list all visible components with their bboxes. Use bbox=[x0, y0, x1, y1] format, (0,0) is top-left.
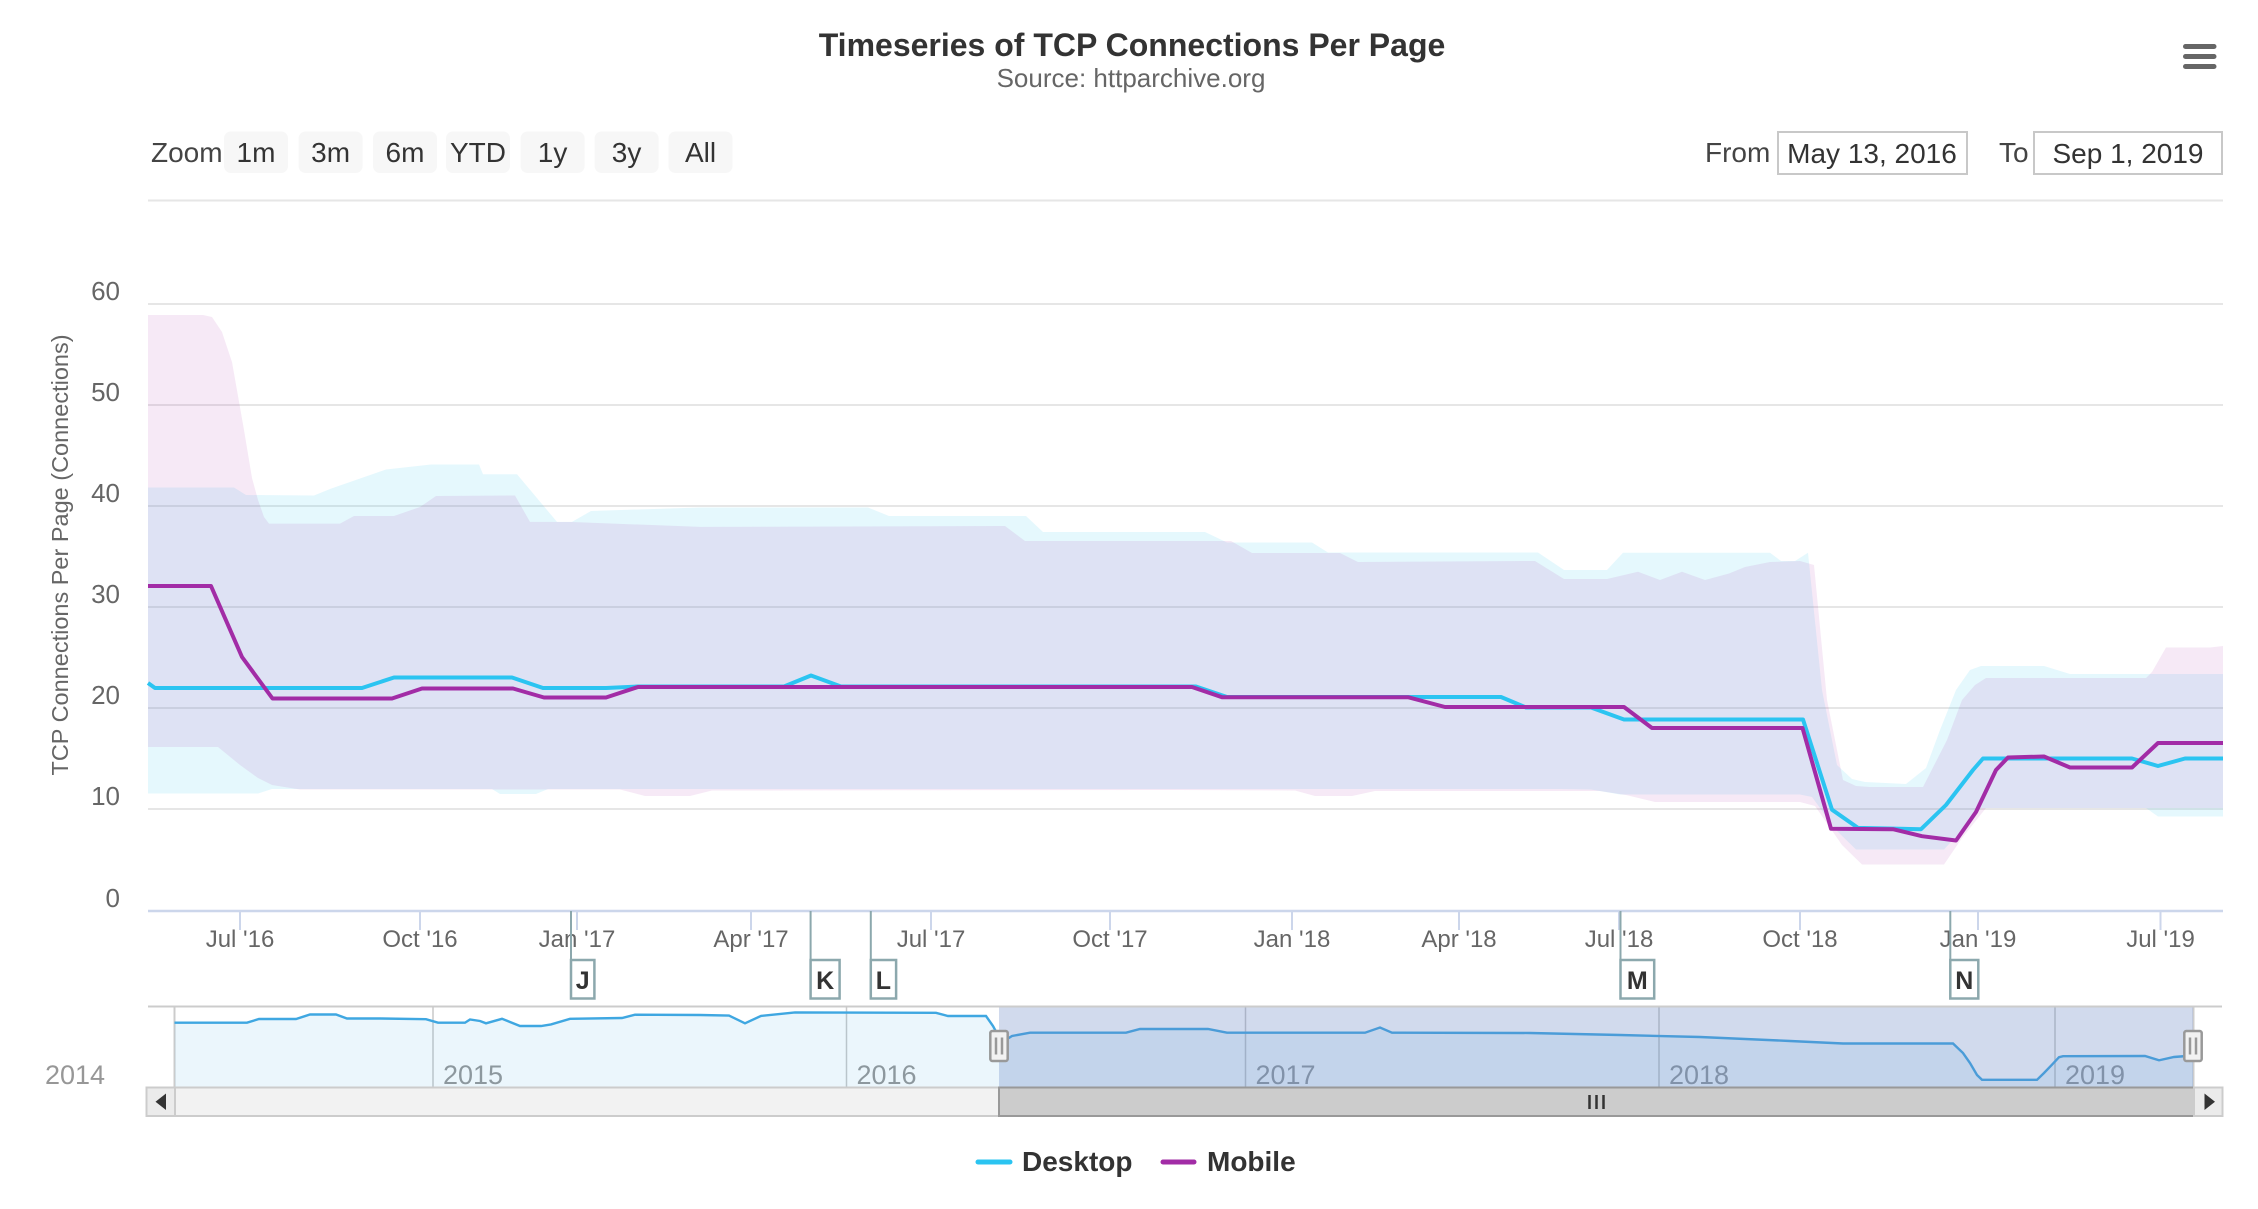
svg-text:2017: 2017 bbox=[1256, 1060, 1316, 1090]
svg-text:2015: 2015 bbox=[443, 1060, 503, 1090]
svg-text:L: L bbox=[876, 967, 891, 995]
svg-text:Jul '19: Jul '19 bbox=[2126, 926, 2195, 953]
svg-text:From: From bbox=[1705, 137, 1770, 168]
svg-text:2019: 2019 bbox=[2065, 1060, 2125, 1090]
svg-text:Apr '18: Apr '18 bbox=[1421, 926, 1496, 953]
svg-text:Zoom: Zoom bbox=[151, 137, 223, 168]
svg-text:60: 60 bbox=[91, 276, 120, 306]
svg-text:Jan '18: Jan '18 bbox=[1254, 926, 1331, 953]
svg-text:50: 50 bbox=[91, 377, 120, 407]
svg-text:Jul '17: Jul '17 bbox=[897, 926, 966, 953]
svg-text:N: N bbox=[1955, 967, 1973, 995]
svg-text:20: 20 bbox=[91, 680, 120, 710]
svg-text:2014: 2014 bbox=[45, 1060, 105, 1090]
svg-text:Jul '18: Jul '18 bbox=[1585, 926, 1654, 953]
svg-text:May 13, 2016: May 13, 2016 bbox=[1787, 138, 1957, 169]
svg-text:Apr '17: Apr '17 bbox=[713, 926, 788, 953]
svg-text:30: 30 bbox=[91, 579, 120, 609]
svg-text:J: J bbox=[576, 967, 590, 995]
svg-text:Mobile: Mobile bbox=[1207, 1146, 1296, 1177]
svg-text:TCP Connections Per Page (Conn: TCP Connections Per Page (Connections) bbox=[47, 334, 73, 775]
svg-text:0: 0 bbox=[106, 883, 120, 913]
svg-text:Source: httparchive.org: Source: httparchive.org bbox=[997, 63, 1266, 93]
svg-text:Oct '16: Oct '16 bbox=[382, 926, 457, 953]
svg-text:3m: 3m bbox=[311, 137, 350, 168]
svg-text:YTD: YTD bbox=[450, 137, 506, 168]
svg-text:10: 10 bbox=[91, 781, 120, 811]
svg-text:To: To bbox=[1999, 137, 2029, 168]
svg-text:M: M bbox=[1627, 967, 1648, 995]
svg-text:K: K bbox=[816, 967, 834, 995]
svg-text:All: All bbox=[685, 137, 716, 168]
svg-text:Sep 1, 2019: Sep 1, 2019 bbox=[2052, 138, 2203, 169]
svg-text:Desktop: Desktop bbox=[1022, 1146, 1132, 1177]
svg-text:Jul '16: Jul '16 bbox=[206, 926, 275, 953]
svg-text:2018: 2018 bbox=[1669, 1060, 1729, 1090]
svg-text:Jan '19: Jan '19 bbox=[1940, 926, 2017, 953]
svg-text:2016: 2016 bbox=[857, 1060, 917, 1090]
svg-text:Timeseries of TCP Connections: Timeseries of TCP Connections Per Page bbox=[819, 27, 1446, 63]
svg-text:1y: 1y bbox=[538, 137, 568, 168]
svg-text:1m: 1m bbox=[237, 137, 276, 168]
svg-text:Oct '17: Oct '17 bbox=[1072, 926, 1147, 953]
svg-text:Oct '18: Oct '18 bbox=[1762, 926, 1837, 953]
svg-text:40: 40 bbox=[91, 478, 120, 508]
svg-text:6m: 6m bbox=[386, 137, 425, 168]
svg-text:Jan '17: Jan '17 bbox=[539, 926, 616, 953]
svg-text:3y: 3y bbox=[612, 137, 642, 168]
